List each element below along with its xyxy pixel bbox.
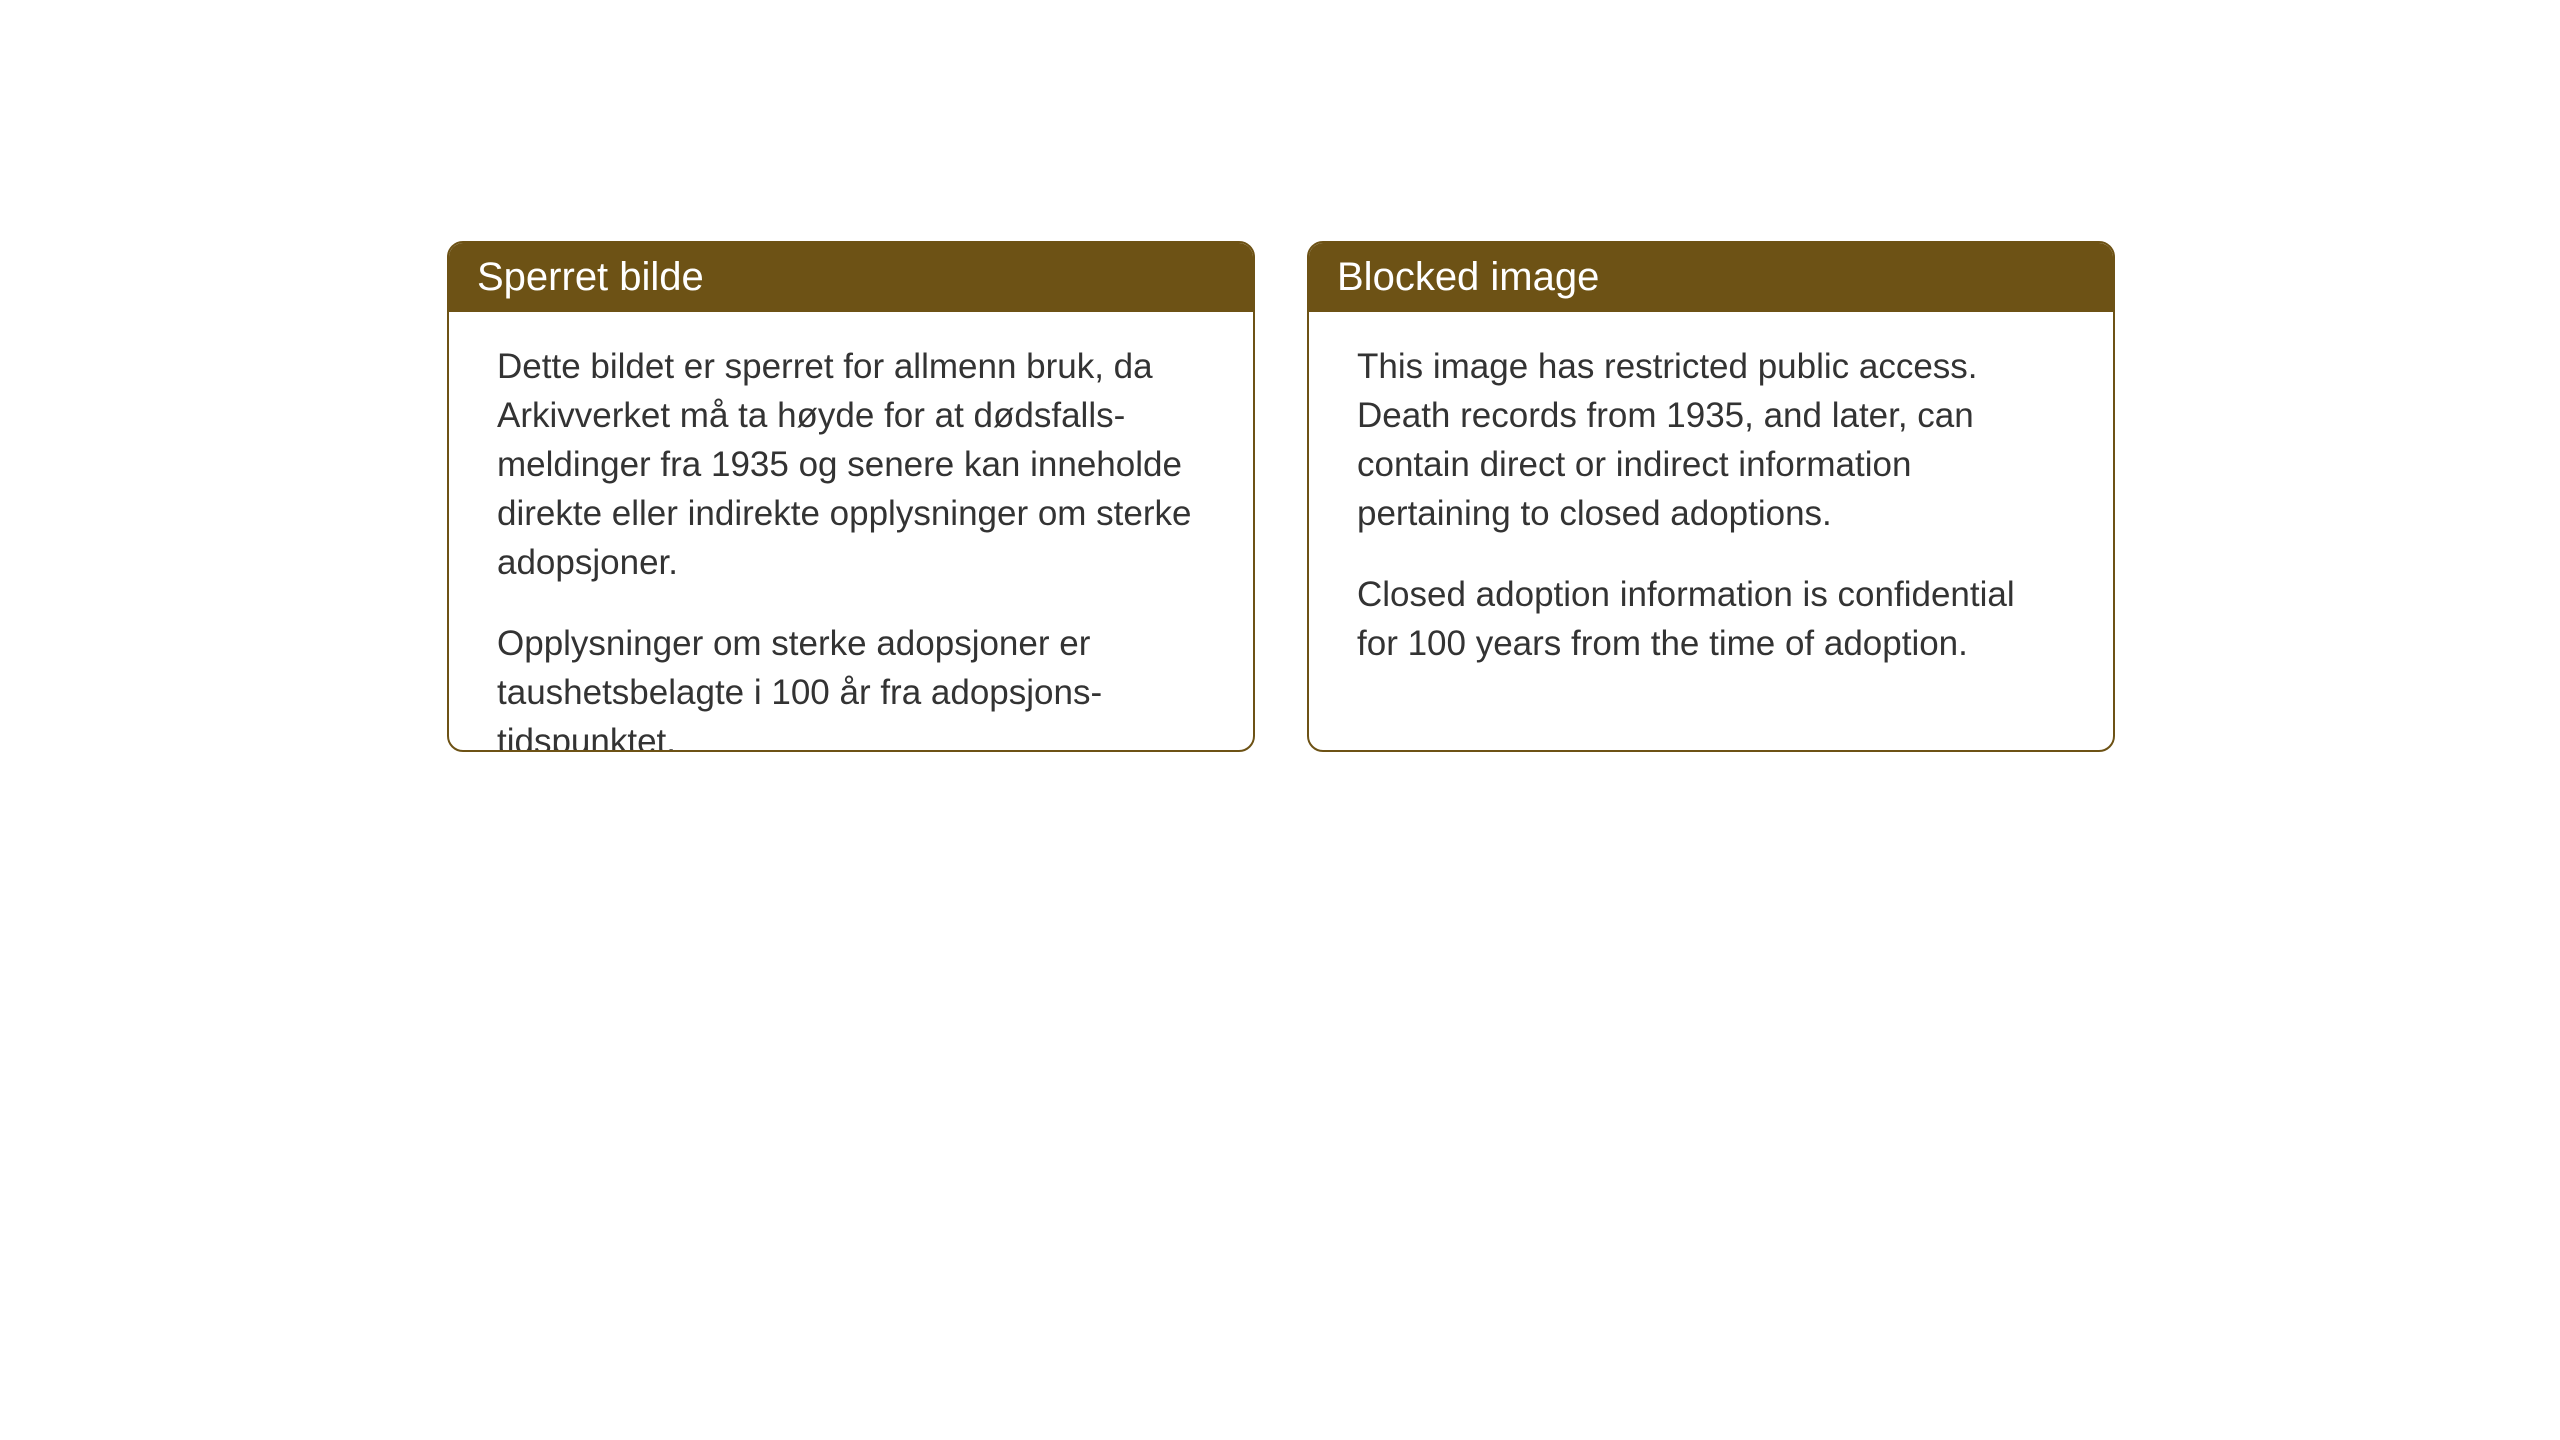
- notice-paragraph: Dette bildet er sperret for allmenn bruk…: [497, 342, 1205, 587]
- notice-paragraph: Closed adoption information is confident…: [1357, 570, 2065, 668]
- notice-paragraph: This image has restricted public access.…: [1357, 342, 2065, 538]
- notice-title: Blocked image: [1337, 255, 1599, 299]
- notice-box-english: Blocked image This image has restricted …: [1307, 241, 2115, 752]
- notice-header-norwegian: Sperret bilde: [449, 243, 1253, 312]
- notice-box-norwegian: Sperret bilde Dette bildet er sperret fo…: [447, 241, 1255, 752]
- notice-body-norwegian: Dette bildet er sperret for allmenn bruk…: [449, 312, 1253, 752]
- notice-body-english: This image has restricted public access.…: [1309, 312, 2113, 698]
- notice-header-english: Blocked image: [1309, 243, 2113, 312]
- notice-paragraph: Opplysninger om sterke adopsjoner er tau…: [497, 619, 1205, 752]
- notices-container: Sperret bilde Dette bildet er sperret fo…: [447, 241, 2115, 752]
- notice-title: Sperret bilde: [477, 255, 704, 299]
